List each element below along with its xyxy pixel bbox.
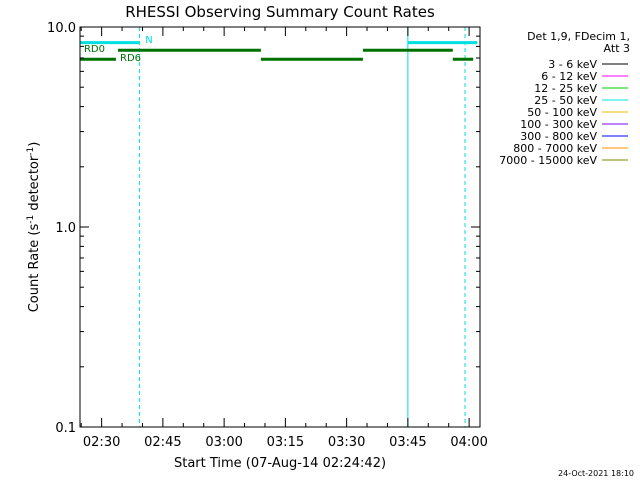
legend-label: 6 - 12 keV	[541, 70, 597, 83]
legend-label: 25 - 50 keV	[534, 94, 597, 107]
x-tick-label: 03:15	[267, 435, 304, 450]
y-axis-label: Count Rate (s-1 detector-1)	[26, 142, 42, 313]
chart-title: RHESSI Observing Summary Count Rates	[125, 3, 435, 21]
legend-header-line-2: Att 3	[604, 42, 630, 55]
legend-label: 100 - 300 keV	[520, 118, 597, 131]
y-tick-label: 1.0	[55, 221, 76, 236]
x-axis-label: Start Time (07-Aug-14 02:24:42)	[174, 456, 386, 471]
flag-label-rd6: RD6	[120, 53, 141, 64]
legend-label: 50 - 100 keV	[527, 106, 597, 119]
x-tick-label: 04:00	[450, 435, 487, 450]
x-tick-label: 03:30	[328, 435, 365, 450]
y-tick-label: 0.1	[55, 421, 76, 436]
x-tick-label: 02:30	[83, 435, 120, 450]
y-axis: 0.1 1.0 10.0	[47, 21, 480, 436]
flag-label-rd0: RD0	[84, 44, 105, 55]
legend-label: 12 - 25 keV	[534, 82, 597, 95]
legend-header-line-1: Det 1,9, FDecim 1,	[527, 30, 630, 43]
x-axis: 02:30 02:45 03:00 03:15 03:30 03:45 04:00	[80, 27, 488, 450]
y-tick-label: 10.0	[47, 21, 76, 36]
timestamp: 24-Oct-2021 18:10	[558, 469, 634, 478]
plot-area: N RD0 RD6	[79, 27, 478, 427]
flag-label-n: N	[145, 35, 152, 46]
x-tick-label: 03:00	[205, 435, 242, 450]
plot-frame	[79, 26, 481, 428]
x-tick-label: 03:45	[389, 435, 426, 450]
legend-label: 3 - 6 keV	[548, 58, 597, 71]
x-tick-label: 02:45	[144, 435, 181, 450]
legend-label: 7000 - 15000 keV	[499, 154, 597, 167]
legend-label: 800 - 7000 keV	[513, 142, 597, 155]
legend-label: 300 - 800 keV	[520, 130, 597, 143]
